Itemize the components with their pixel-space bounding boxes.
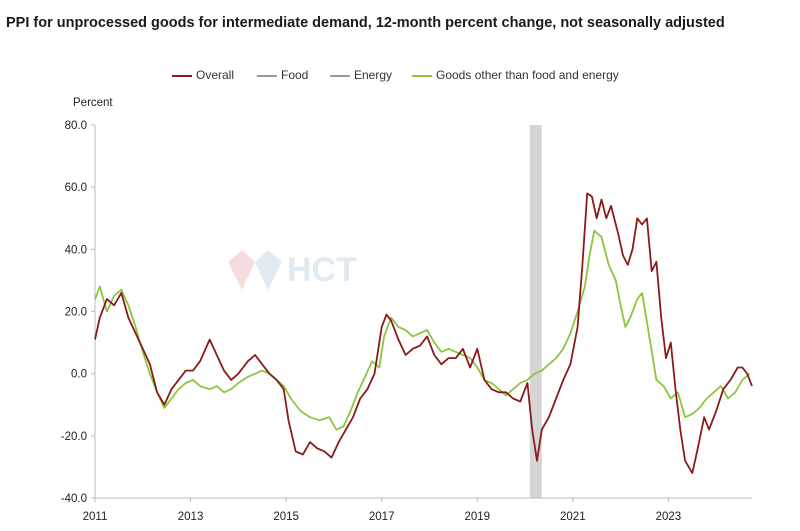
series-line-goods-other-than-food-and-energy — [94, 229, 751, 431]
x-tick-label: 2017 — [369, 511, 395, 523]
y-tick-label: -40.0 — [61, 493, 87, 505]
chart-legend: Overall Food Energy Goods other than foo… — [0, 68, 800, 84]
y-tick-label: 80.0 — [65, 120, 87, 132]
series-line-overall — [94, 192, 753, 474]
legend-swatch-food — [257, 75, 277, 77]
series-lines — [94, 192, 753, 474]
recession-shading — [529, 125, 542, 498]
y-tick-label: 20.0 — [65, 307, 87, 319]
watermark-logo: HCT — [228, 250, 357, 290]
recession-band — [529, 125, 542, 498]
y-tick-label: 0.0 — [71, 369, 87, 381]
legend-label-energy: Energy — [354, 68, 393, 82]
watermark-diamond-icon — [228, 250, 255, 290]
chart-title: PPI for unprocessed goods for intermedia… — [6, 15, 725, 31]
x-tick-label: 2011 — [83, 511, 108, 523]
y-tick-label: 40.0 — [65, 244, 87, 256]
x-tick-label: 2015 — [273, 511, 299, 523]
watermark-text: HCT — [287, 251, 357, 289]
watermark-diamond-icon-2 — [255, 250, 282, 290]
x-tick-label: 2019 — [464, 511, 490, 523]
y-axis-label: Percent — [73, 97, 113, 109]
legend-label-overall: Overall — [196, 68, 235, 82]
legend-label-other: Goods other than food and energy — [436, 68, 619, 82]
axes: 80.0 60.0 40.0 20.0 0.0 -20.0 -40.0 2011 2013 201… — [61, 120, 752, 523]
legend-swatch-energy — [330, 75, 350, 77]
x-tick-label: 2023 — [656, 511, 682, 523]
legend-label-food: Food — [281, 68, 309, 82]
y-tick-label: -20.0 — [61, 431, 87, 443]
x-tick-label: 2013 — [178, 511, 204, 523]
legend-swatch-other — [412, 75, 432, 77]
y-tick-label: 60.0 — [65, 182, 87, 194]
legend-swatch-overall — [172, 75, 192, 77]
x-tick-label: 2021 — [560, 511, 586, 523]
